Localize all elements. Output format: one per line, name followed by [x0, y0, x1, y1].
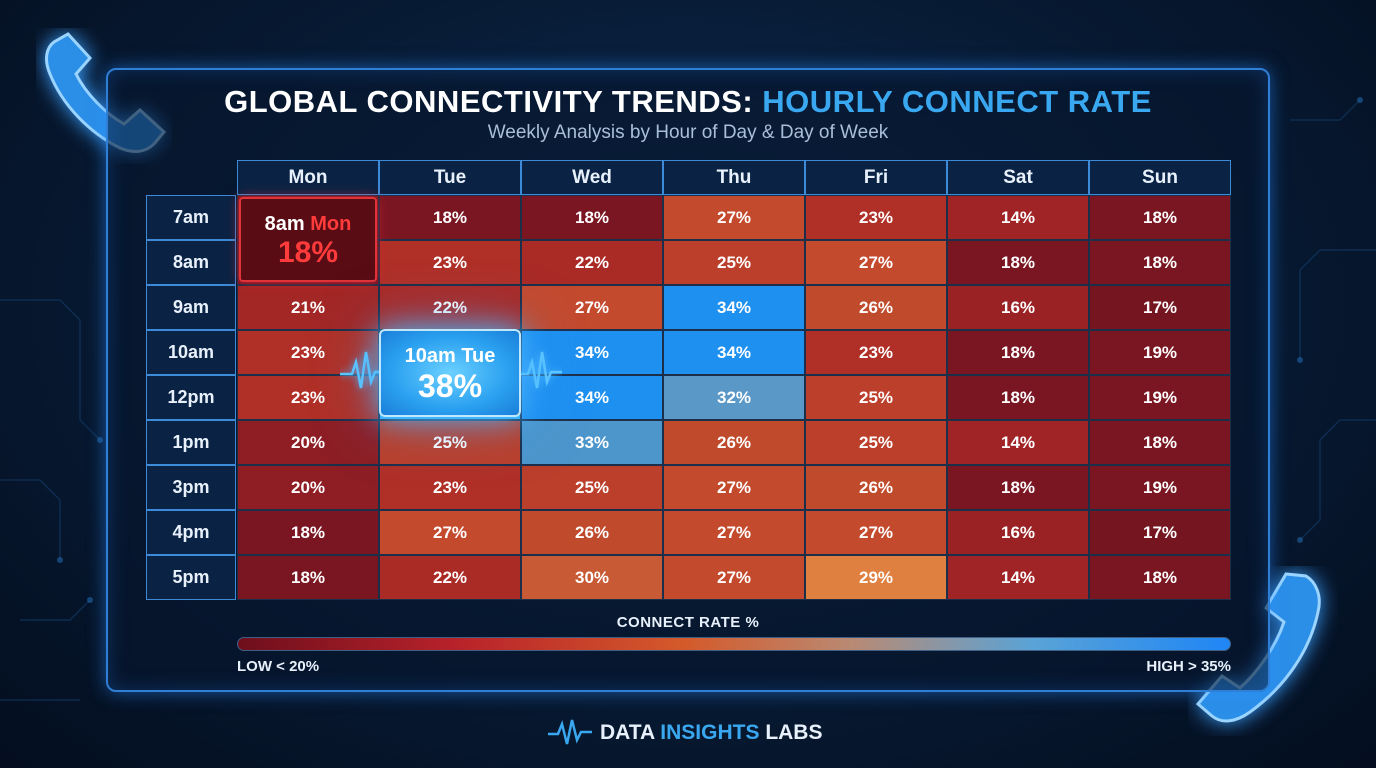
heatmap-cell-10am-fri: 23% — [805, 330, 947, 375]
heatmap-cell-9am-sat: 16% — [947, 285, 1089, 330]
heatmap-cell-5pm-mon: 18% — [237, 555, 379, 600]
heatmap-cell-4pm-sat: 16% — [947, 510, 1089, 555]
column-header-tue: Tue — [379, 160, 521, 195]
heatmap-cell-3pm-mon: 20% — [237, 465, 379, 510]
heatmap-cell-12pm-thu: 32% — [663, 375, 805, 420]
legend-high-label: HIGH > 35% — [1146, 658, 1231, 675]
pulse-line-icon — [548, 719, 592, 745]
brand-name-part1: DATA — [600, 721, 655, 744]
row-label-1pm: 1pm — [146, 420, 236, 465]
callout-low-time: 8am — [264, 213, 305, 235]
chart-subtitle: Weekly Analysis by Hour of Day & Day of … — [487, 122, 889, 143]
heatmap-cell-5pm-fri: 29% — [805, 555, 947, 600]
column-header-wed: Wed — [521, 160, 663, 195]
heatmap-cell-8am-tue: 23% — [379, 240, 521, 285]
row-label-12pm: 12pm — [146, 375, 236, 420]
pulse-line-icon — [340, 351, 384, 389]
legend-color-bar — [237, 637, 1231, 651]
row-label-5pm: 5pm — [146, 555, 236, 600]
heatmap-cell-5pm-thu: 27% — [663, 555, 805, 600]
heatmap-cell-8am-wed: 22% — [521, 240, 663, 285]
chart-title: GLOBAL CONNECTIVITY TRENDS: HOURLY CONNE… — [0, 84, 1376, 120]
heatmap-cell-5pm-tue: 22% — [379, 555, 521, 600]
heatmap-cell-8am-thu: 25% — [663, 240, 805, 285]
heatmap-cell-8am-fri: 27% — [805, 240, 947, 285]
heatmap-cell-5pm-wed: 30% — [521, 555, 663, 600]
heatmap-cell-12pm-sun: 19% — [1089, 375, 1231, 420]
pulse-line-icon — [518, 351, 562, 389]
callout-low-value: 18% — [277, 236, 339, 269]
heatmap-cell-3pm-fri: 26% — [805, 465, 947, 510]
heatmap-cell-9am-sun: 17% — [1089, 285, 1231, 330]
heatmap-cell-10am-sun: 19% — [1089, 330, 1231, 375]
heatmap-cell-8am-sun: 18% — [1089, 240, 1231, 285]
heatmap-cell-12pm-mon: 23% — [237, 375, 379, 420]
heatmap-cell-1pm-sun: 18% — [1089, 420, 1231, 465]
column-header-thu: Thu — [663, 160, 805, 195]
heatmap-cell-1pm-sat: 14% — [947, 420, 1089, 465]
row-label-10am: 10am — [146, 330, 236, 375]
heatmap-cell-9am-fri: 26% — [805, 285, 947, 330]
heatmap-cell-4pm-thu: 27% — [663, 510, 805, 555]
heatmap-cell-4pm-fri: 27% — [805, 510, 947, 555]
heatmap-cell-1pm-wed: 33% — [521, 420, 663, 465]
heatmap-cell-10am-sat: 18% — [947, 330, 1089, 375]
brand-name-part3: LABS — [765, 721, 823, 744]
heatmap-cell-3pm-wed: 25% — [521, 465, 663, 510]
callout-high-10am-tue: 10am Tue 38% — [379, 329, 521, 417]
heatmap-cell-9am-thu: 34% — [663, 285, 805, 330]
callout-high-label: 10am Tue — [404, 345, 496, 367]
heatmap-cell-4pm-wed: 26% — [521, 510, 663, 555]
legend-low-label: LOW < 20% — [237, 658, 320, 675]
heatmap-cell-5pm-sun: 18% — [1089, 555, 1231, 600]
heatmap-cell-12pm-wed: 34% — [521, 375, 663, 420]
callout-low-day: Mon — [310, 213, 352, 235]
heatmap-cell-3pm-thu: 27% — [663, 465, 805, 510]
column-header-sat: Sat — [947, 160, 1089, 195]
callout-high-value: 38% — [417, 368, 483, 404]
row-label-7am: 7am — [146, 195, 236, 240]
heatmap-cell-7am-tue: 18% — [379, 195, 521, 240]
heatmap-cell-4pm-tue: 27% — [379, 510, 521, 555]
title-main-text: GLOBAL CONNECTIVITY TRENDS: — [224, 84, 754, 119]
column-header-fri: Fri — [805, 160, 947, 195]
heatmap-cell-10am-mon: 23% — [237, 330, 379, 375]
heatmap-cell-1pm-thu: 26% — [663, 420, 805, 465]
heatmap-cell-3pm-tue: 23% — [379, 465, 521, 510]
heatmap-cell-5pm-sat: 14% — [947, 555, 1089, 600]
heatmap-cell-7am-wed: 18% — [521, 195, 663, 240]
heatmap-cell-7am-sat: 14% — [947, 195, 1089, 240]
heatmap-cell-9am-wed: 27% — [521, 285, 663, 330]
heatmap-cell-3pm-sun: 19% — [1089, 465, 1231, 510]
heatmap-cell-7am-thu: 27% — [663, 195, 805, 240]
heatmap-cell-7am-fri: 23% — [805, 195, 947, 240]
heatmap-cell-1pm-tue: 25% — [379, 420, 521, 465]
column-header-mon: Mon — [237, 160, 379, 195]
brand-logo: DATA INSIGHTS LABS — [548, 718, 822, 748]
heatmap-cell-10am-thu: 34% — [663, 330, 805, 375]
heatmap-cell-9am-mon: 21% — [237, 285, 379, 330]
legend-title: CONNECT RATE % — [616, 614, 760, 631]
heatmap-cell-12pm-fri: 25% — [805, 375, 947, 420]
row-label-4pm: 4pm — [146, 510, 236, 555]
row-label-8am: 8am — [146, 240, 236, 285]
heatmap-cell-12pm-sat: 18% — [947, 375, 1089, 420]
column-header-sun: Sun — [1089, 160, 1231, 195]
heatmap-cell-4pm-mon: 18% — [237, 510, 379, 555]
brand-name-part2: INSIGHTS — [660, 721, 760, 744]
heatmap-cell-1pm-mon: 20% — [237, 420, 379, 465]
title-highlight-text: HOURLY CONNECT RATE — [762, 84, 1152, 119]
heatmap-cell-3pm-sat: 18% — [947, 465, 1089, 510]
callout-low-8am-mon: 8am Mon 18% — [239, 197, 377, 282]
heatmap-cell-1pm-fri: 25% — [805, 420, 947, 465]
heatmap-cell-4pm-sun: 17% — [1089, 510, 1231, 555]
heatmap-cell-9am-tue: 22% — [379, 285, 521, 330]
row-label-3pm: 3pm — [146, 465, 236, 510]
heatmap-cell-7am-sun: 18% — [1089, 195, 1231, 240]
row-label-9am: 9am — [146, 285, 236, 330]
heatmap-cell-8am-sat: 18% — [947, 240, 1089, 285]
